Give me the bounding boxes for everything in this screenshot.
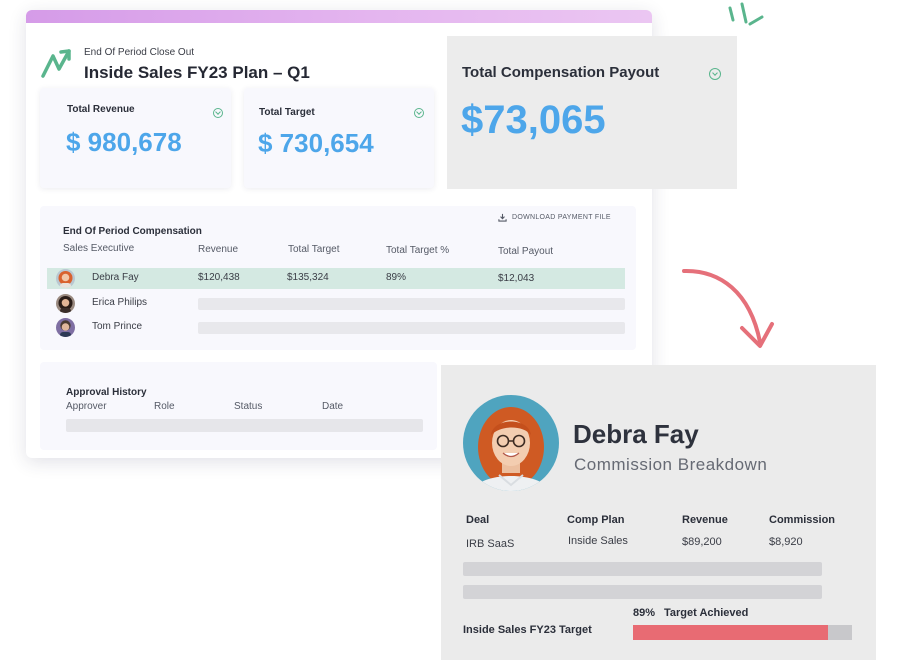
trend-arrow-logo-icon (41, 49, 71, 78)
avatar (56, 318, 75, 337)
table-row[interactable]: Erica Philips (47, 293, 625, 314)
column-total-payout: Total Payout (498, 246, 554, 257)
column-status: Status (234, 401, 263, 412)
chevron-circle-icon[interactable] (709, 68, 721, 80)
column-sales-executive: Sales Executive (63, 243, 135, 254)
download-payment-file-button[interactable]: DOWNLOAD PAYMENT FILE (498, 213, 611, 222)
column-total-target: Total Target (288, 244, 340, 255)
commission-breakdown-card: Debra Fay Commission Breakdown Deal Comp… (441, 365, 876, 660)
column-revenue: Revenue (198, 244, 239, 255)
target-progress-bar (633, 625, 852, 640)
column-commission: Commission (769, 514, 836, 526)
column-date: Date (322, 401, 344, 412)
total-compensation-payout-card[interactable]: Total Compensation Payout $73,065 (447, 36, 737, 189)
payout-value: $73,065 (461, 98, 606, 142)
row-placeholder-bar (198, 322, 625, 334)
download-icon (498, 213, 507, 222)
period-eyebrow: End Of Period Close Out (84, 47, 195, 58)
plan-title: Inside Sales FY23 Plan – Q1 (84, 63, 310, 82)
row-total-target: $135,324 (287, 272, 329, 283)
row-total-payout: $12,043 (498, 273, 535, 284)
accent-top-bar (26, 10, 652, 23)
column-comp-plan: Comp Plan (567, 514, 625, 526)
avatar (56, 269, 75, 288)
target-progress-fill (633, 625, 828, 640)
table-row[interactable]: Tom Prince (47, 317, 625, 338)
payout-title: Total Compensation Payout (462, 64, 660, 81)
row-executive-name: Tom Prince (92, 321, 143, 332)
avatar (56, 294, 75, 313)
row-revenue: $120,438 (198, 272, 240, 283)
target-achieved-label: Target Achieved (664, 607, 749, 619)
approval-history-panel: Approval History Approver Role Status Da… (40, 362, 437, 450)
person-name: Debra Fay (573, 419, 699, 449)
total-revenue-card[interactable]: Total Revenue $ 980,678 (40, 88, 231, 188)
compensation-title: End Of Period Compensation (63, 226, 202, 237)
avatar (463, 395, 559, 491)
deal-commission: $8,920 (769, 536, 803, 548)
column-role: Role (154, 401, 175, 412)
spark-lines-decoration (728, 2, 764, 26)
column-revenue: Revenue (682, 514, 728, 526)
curved-arrow-decoration (682, 268, 774, 348)
row-total-target-pct: 89% (386, 272, 407, 283)
chevron-circle-icon[interactable] (213, 108, 223, 118)
end-of-period-compensation-panel: End Of Period Compensation DOWNLOAD PAYM… (40, 206, 636, 350)
deal-placeholder-bar (463, 585, 822, 599)
total-revenue-value: $ 980,678 (66, 127, 182, 157)
table-row[interactable]: Debra Fay $120,438 $135,324 89% $12,043 (47, 268, 625, 289)
approval-placeholder-bar (66, 419, 423, 432)
total-revenue-label: Total Revenue (67, 104, 135, 115)
person-subtitle: Commission Breakdown (574, 455, 768, 474)
approval-history-title: Approval History (66, 387, 147, 398)
total-target-label: Total Target (259, 107, 315, 118)
row-executive-name: Debra Fay (92, 272, 139, 283)
total-target-value: $ 730,654 (258, 128, 374, 158)
deal-name: IRB SaaS (466, 538, 515, 550)
target-plan-label: Inside Sales FY23 Target (463, 624, 592, 636)
row-placeholder-bar (198, 298, 625, 310)
target-achieved-percent: 89% (633, 607, 656, 619)
chevron-circle-icon[interactable] (414, 108, 424, 118)
deal-comp-plan: Inside Sales (568, 535, 628, 547)
total-target-card[interactable]: Total Target $ 730,654 (244, 88, 434, 188)
column-approver: Approver (66, 401, 107, 412)
deal-placeholder-bar (463, 562, 822, 576)
column-total-target-pct: Total Target % (386, 245, 450, 256)
column-deal: Deal (466, 514, 490, 526)
row-executive-name: Erica Philips (92, 297, 148, 308)
download-payment-file-label: DOWNLOAD PAYMENT FILE (512, 214, 611, 221)
deal-revenue: $89,200 (682, 536, 722, 548)
